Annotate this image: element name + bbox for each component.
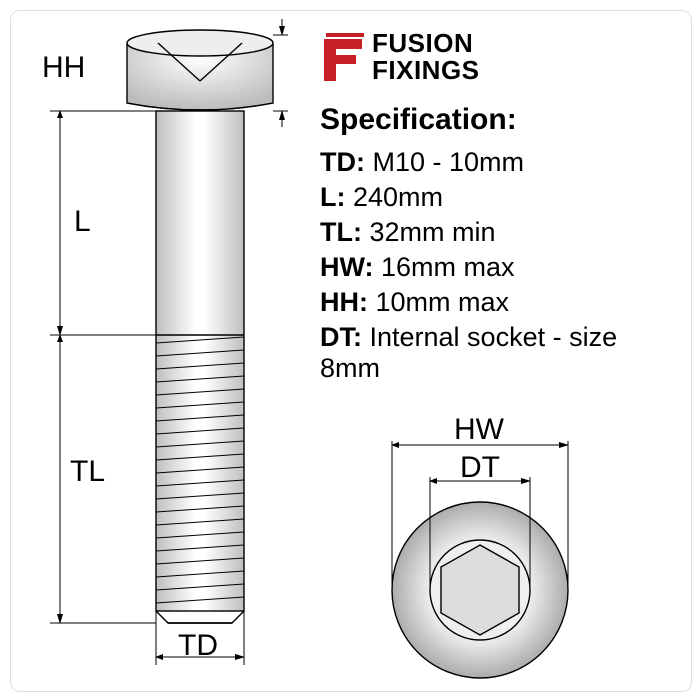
spec-value: M10 - 10mm — [372, 147, 524, 177]
logo-icon — [320, 31, 366, 83]
label-l: L — [74, 205, 91, 239]
spec-row: TD: M10 - 10mm — [320, 147, 680, 178]
spec-value: 16mm max — [381, 252, 515, 282]
spec-key: HW: — [320, 252, 381, 282]
spec-row: DT: Internal socket - size 8mm — [320, 322, 680, 384]
spec-row: HH: 10mm max — [320, 287, 680, 318]
spec-key: TD: — [320, 147, 372, 177]
spec-key: HH: — [320, 287, 376, 317]
label-hh: HH — [42, 51, 85, 85]
top-view-diagram: HW DT — [320, 415, 670, 675]
spec-panel: FUSION FIXINGS Specification: TD: M10 - … — [320, 30, 680, 388]
spec-row: TL: 32mm min — [320, 217, 680, 248]
spec-key: L: — [320, 182, 353, 212]
brand-logo: FUSION FIXINGS — [320, 30, 680, 85]
spec-value: 240mm — [353, 182, 443, 212]
spec-rows: TD: M10 - 10mm L: 240mm TL: 32mm min HW: 16… — [320, 147, 680, 384]
label-tl: TL — [70, 455, 105, 489]
label-td: TD — [178, 629, 218, 663]
spec-value: 32mm min — [369, 217, 495, 247]
side-view-diagram: HH L TL TD — [30, 25, 290, 675]
brand-line1: FUSION — [372, 30, 480, 57]
spec-heading: Specification: — [320, 103, 680, 137]
spec-value: 10mm max — [376, 287, 510, 317]
brand-line2: FIXINGS — [372, 57, 480, 84]
spec-row: HW: 16mm max — [320, 252, 680, 283]
label-dt: DT — [460, 451, 500, 485]
spec-row: L: 240mm — [320, 182, 680, 213]
brand-text: FUSION FIXINGS — [372, 30, 480, 85]
spec-key: DT: — [320, 322, 370, 352]
bolt-side-svg — [30, 25, 290, 675]
label-hw: HW — [454, 413, 504, 447]
spec-key: TL: — [320, 217, 369, 247]
